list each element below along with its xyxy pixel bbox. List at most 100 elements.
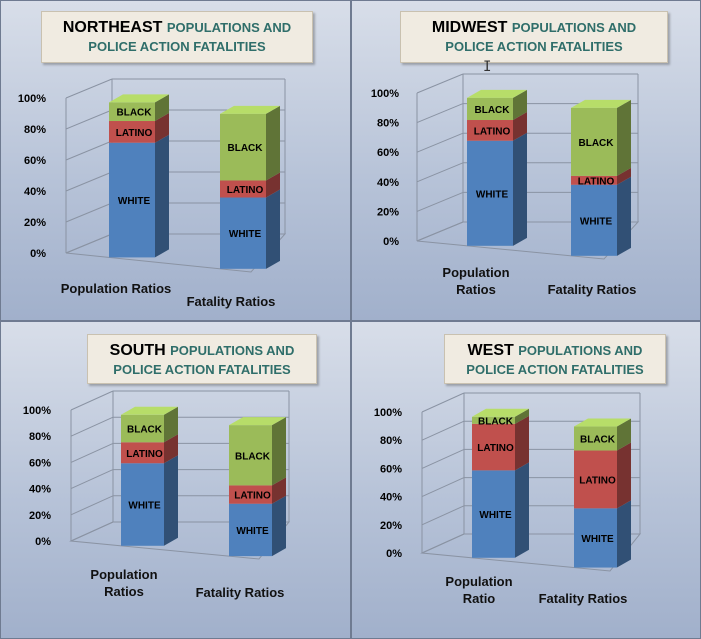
chart-category-label-line: Ratio	[463, 591, 496, 606]
chart-tick-label: 60%	[377, 147, 399, 159]
bar-segment-latino: LATINO	[229, 477, 286, 504]
chart-title-rest: POPULATIONS AND	[511, 20, 637, 35]
chart-tick-label: 20%	[24, 217, 46, 229]
chart-tick-label: 80%	[24, 124, 46, 136]
bar-label: WHITE	[580, 216, 613, 227]
chart-gridline	[65, 78, 113, 99]
chart-title-rest: POPULATIONS AND	[518, 343, 643, 358]
bar-segment-white: WHITE	[109, 134, 169, 258]
chart-x-labels: Population Ratios Fatality Ratios	[442, 265, 636, 297]
chart-tick-label: 60%	[380, 463, 402, 475]
bar-front	[472, 423, 515, 471]
chart-category-label-line: Population	[445, 574, 512, 589]
bar-segment-black: BLACK	[220, 105, 280, 181]
bar-label: LATINO	[474, 126, 511, 137]
chart-category-label-line: Fatality Ratios	[548, 282, 637, 297]
bar-segment-black: BLACK	[121, 406, 178, 443]
bar-label: LATINO	[227, 185, 264, 196]
chart-y-ticks: 0% 20% 40% 60% 80% 100%	[18, 93, 46, 260]
bar-front	[220, 197, 266, 269]
chart-tick-label: 40%	[380, 492, 402, 504]
chart-title-line2: POLICE ACTION FATALITIES	[88, 39, 266, 54]
bar-segment-latino: LATINO	[109, 113, 169, 143]
bar-side	[617, 99, 631, 176]
chart-gridline	[70, 390, 114, 411]
chart-category-label: Fatality Ratios	[539, 591, 628, 606]
chart-title-region: MIDWEST	[431, 19, 508, 36]
bar-front	[109, 102, 155, 122]
chart-category-label-line: Population	[90, 567, 157, 582]
chart-plot-midwest: 0% 20% 40% 60% 80% 100% WHITE LATINO BLACK WHITE L…	[371, 73, 640, 297]
bar-side	[272, 495, 286, 557]
chart-gridline	[421, 505, 465, 526]
bar-side	[513, 132, 527, 246]
chart-gridline	[416, 221, 464, 242]
bar-segment-white: WHITE	[467, 132, 527, 246]
bar-side	[617, 442, 631, 509]
chart-gridline	[70, 416, 114, 437]
chart-tick-label: 100%	[374, 407, 402, 419]
bar-front	[121, 414, 164, 443]
bar-side	[515, 462, 529, 558]
chart-gridline	[70, 442, 114, 463]
chart-gridline	[65, 202, 113, 223]
chart-category-label: Population Ratios	[90, 567, 157, 599]
chart-panel-northeast: NORTHEAST POPULATIONS AND POLICE ACTION …	[0, 0, 351, 321]
bar-front	[109, 142, 155, 258]
bar-segment-black: BLACK	[574, 418, 631, 451]
chart-title-line2: POLICE ACTION FATALITIES	[466, 362, 644, 377]
bar-side	[617, 167, 631, 185]
bar-segment-white: WHITE	[229, 495, 286, 557]
bar-side	[266, 172, 280, 198]
bar-side	[164, 406, 178, 443]
chart-title-rest: POPULATIONS AND	[166, 20, 292, 35]
bar-top	[472, 408, 529, 417]
bar-label: WHITE	[118, 196, 151, 207]
chart-category-label: Fatality Ratios	[548, 282, 637, 297]
bar-side	[513, 112, 527, 141]
chart-category-label-line: Ratios	[104, 584, 144, 599]
bar-side	[266, 105, 280, 181]
chart-tick-label: 100%	[23, 405, 51, 417]
bar-segment-black: BLACK	[109, 94, 169, 122]
bar-front	[467, 140, 513, 246]
chart-category-label-line: Population Ratios	[61, 281, 172, 296]
bar-label: BLACK	[235, 451, 271, 462]
chart-gridline	[416, 103, 464, 124]
bar-label: LATINO	[116, 128, 153, 139]
bar-label: WHITE	[581, 534, 614, 545]
bar-side	[617, 176, 631, 256]
bar-side	[155, 94, 169, 122]
bar-front	[220, 113, 266, 181]
chart-tick-label: 40%	[377, 177, 399, 189]
chart-title: NORTHEAST POPULATIONS AND POLICE ACTION …	[41, 11, 313, 63]
bar-segment-latino: LATINO	[571, 167, 631, 187]
bar-segment-latino: LATINO	[574, 442, 631, 509]
chart-panel-south: SOUTH POPULATIONS AND POLICE ACTION FATA…	[0, 321, 351, 639]
bar-top	[220, 105, 280, 114]
chart-panel-west: WEST POPULATIONS AND POLICE ACTION FATAL…	[351, 321, 701, 639]
chart-bars: WHITE LATINO BLACK WHITE LATINO BLACK	[472, 408, 631, 568]
bar-front	[229, 485, 272, 504]
bar-label: WHITE	[236, 526, 269, 537]
chart-plot-northeast: 0% 20% 40% 60% 80% 100% WHITE LATINO BLACK WHITE L…	[18, 78, 287, 309]
chart-category-label-line: Fatality Ratios	[196, 585, 285, 600]
chart-panel-midwest: MIDWEST POPULATIONS AND POLICE ACTION FA…	[351, 0, 701, 321]
chart-x-labels: Population Ratio Fatality Ratios	[445, 574, 627, 606]
bar-front	[571, 175, 617, 185]
chart-gridline	[70, 521, 114, 542]
chart-gridline	[416, 162, 464, 183]
chart-title-region: WEST	[467, 342, 514, 359]
chart-gridline	[421, 533, 465, 554]
chart-title-region: NORTHEAST	[62, 19, 163, 36]
bar-front	[574, 426, 617, 451]
chart-gridline	[421, 392, 465, 413]
bar-side	[515, 415, 529, 471]
bar-label: LATINO	[579, 475, 616, 486]
chart-y-ticks: 0% 20% 40% 60% 80% 100%	[371, 88, 399, 248]
chart-gridline	[65, 171, 113, 192]
chart-title-region: SOUTH	[109, 342, 166, 359]
chart-tick-label: 60%	[24, 155, 46, 167]
bar-side	[164, 434, 178, 464]
chart-bars: WHITE LATINO BLACK WHITE LATINO BLACK	[467, 89, 631, 256]
